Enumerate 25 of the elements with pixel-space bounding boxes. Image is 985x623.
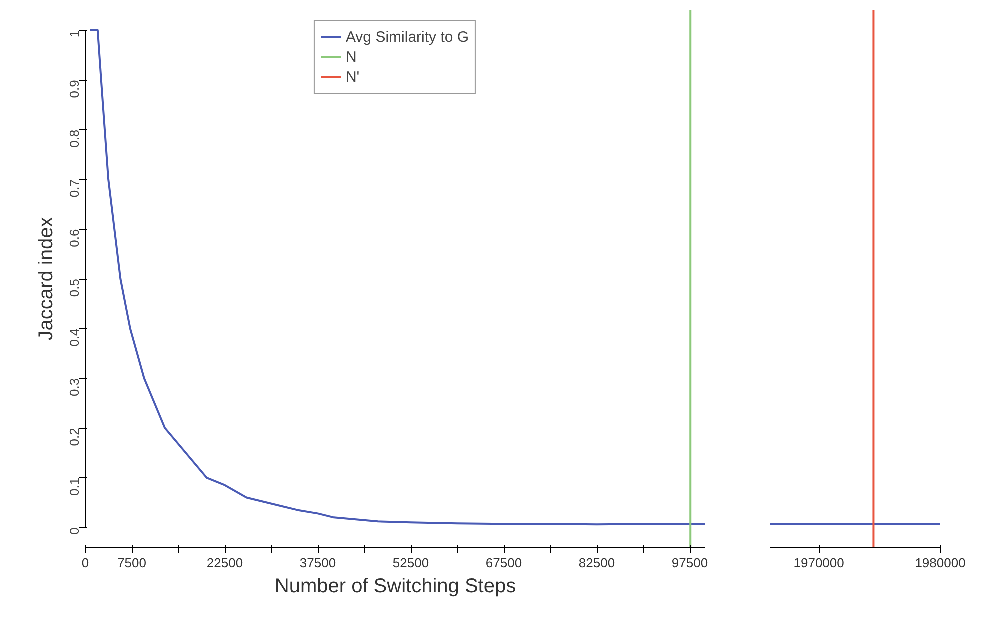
x-axis-title: Number of Switching Steps: [274, 576, 516, 598]
y-tick-label: 0: [67, 528, 82, 535]
x-tick-label: 82500: [578, 556, 616, 570]
y-tick-label: 0.5: [67, 278, 82, 298]
x-tick-label: 97500: [672, 556, 708, 570]
y-tick-label: 1: [67, 30, 82, 38]
y-tick-label: 0.9: [67, 80, 82, 98]
legend-label: N': [346, 68, 361, 86]
x-tick-label: 7500: [118, 556, 146, 570]
y-tick-label: 0.8: [67, 130, 82, 148]
y-tick-label: 0.1: [67, 478, 82, 496]
y-tick-label: 0.3: [67, 378, 82, 397]
y-tick-label: 0.7: [67, 180, 82, 198]
x-tick-label: 52500: [392, 556, 430, 570]
legend-label: N: [346, 48, 358, 66]
y-tick-label: 0.2: [67, 428, 82, 446]
x-tick-label: 37500: [300, 556, 336, 570]
x-tick-label: 1980000: [915, 556, 966, 570]
y-axis-title: Jaccard index: [36, 217, 58, 341]
x-tick-label: 22500: [206, 556, 244, 570]
x-tick-label: 67500: [486, 556, 522, 570]
y-tick-label: 0.4: [67, 328, 82, 347]
legend-label: Avg Similarity to G: [346, 28, 470, 46]
y-tick-label: 0.6: [67, 229, 82, 248]
x-tick-label: 1970000: [794, 556, 844, 570]
